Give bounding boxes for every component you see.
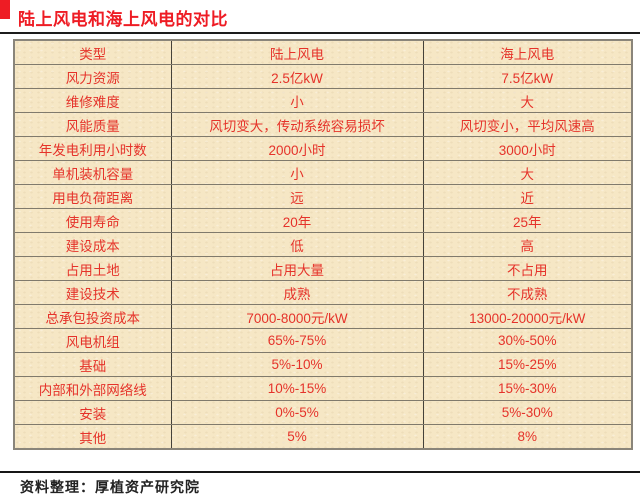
onshore-value-cell: 小 — [170, 160, 424, 185]
onshore-value-cell: 2000小时 — [170, 136, 424, 161]
onshore-value-cell: 65%-75% — [170, 328, 424, 353]
table-row: 风力资源 2.5亿kW 7.5亿kW — [13, 64, 633, 89]
onshore-value-cell: 0%-5% — [170, 400, 424, 425]
row-label-cell: 总承包投资成本 — [13, 304, 172, 329]
offshore-value-cell: 风切变小，平均风速高 — [422, 112, 633, 137]
row-label-cell: 用电负荷距离 — [13, 184, 172, 209]
row-label-cell: 安装 — [13, 400, 172, 425]
red-square-bullet-icon — [0, 0, 10, 19]
footer-divider — [0, 471, 640, 473]
offshore-value-cell: 13000-20000元/kW — [422, 304, 633, 329]
onshore-value-cell: 占用大量 — [170, 256, 424, 281]
offshore-value-cell: 大 — [422, 160, 633, 185]
onshore-value-cell: 10%-15% — [170, 376, 424, 401]
table-row: 占用土地 占用大量 不占用 — [13, 256, 633, 281]
header-cell-onshore: 陆上风电 — [170, 39, 424, 65]
onshore-value-cell: 20年 — [170, 208, 424, 233]
offshore-value-cell: 不成熟 — [422, 280, 633, 305]
onshore-value-cell: 成熟 — [170, 280, 424, 305]
row-label-cell: 内部和外部网络线 — [13, 376, 172, 401]
row-label-cell: 其他 — [13, 424, 172, 450]
table-row: 基础 5%-10% 15%-25% — [13, 352, 633, 377]
row-label-cell: 使用寿命 — [13, 208, 172, 233]
offshore-value-cell: 15%-30% — [422, 376, 633, 401]
page-title: 陆上风电和海上风电的对比 — [18, 10, 228, 29]
row-label-cell: 年发电利用小时数 — [13, 136, 172, 161]
row-label-cell: 风电机组 — [13, 328, 172, 353]
offshore-value-cell: 高 — [422, 232, 633, 257]
source-note: 资料整理：厚植资产研究院 — [20, 481, 200, 496]
table-row: 风电机组 65%-75% 30%-50% — [13, 328, 633, 353]
row-label-cell: 风能质量 — [13, 112, 172, 137]
row-label-cell: 建设成本 — [13, 232, 172, 257]
offshore-value-cell: 25年 — [422, 208, 633, 233]
onshore-value-cell: 远 — [170, 184, 424, 209]
table-row: 使用寿命 20年 25年 — [13, 208, 633, 233]
onshore-value-cell: 7000-8000元/kW — [170, 304, 424, 329]
offshore-value-cell: 7.5亿kW — [422, 64, 633, 89]
onshore-value-cell: 5% — [170, 424, 424, 450]
table-row: 用电负荷距离远近 — [13, 184, 633, 209]
table-row: 建设技术 成熟 不成熟 — [13, 280, 633, 305]
row-label-cell: 单机装机容量 — [13, 160, 172, 185]
table-row: 单机装机容量小大 — [13, 160, 633, 185]
table-row: 风能质量 风切变大，传动系统容易损坏 风切变小，平均风速高 — [13, 112, 633, 137]
header-cell-category: 类型 — [13, 39, 172, 65]
offshore-value-cell: 8% — [422, 424, 633, 450]
table-row: 年发电利用小时数 2000小时 3000小时 — [13, 136, 633, 161]
onshore-value-cell: 低 — [170, 232, 424, 257]
offshore-value-cell: 大 — [422, 88, 633, 113]
table-row: 维修难度小大 — [13, 88, 633, 113]
row-label-cell: 维修难度 — [13, 88, 172, 113]
table-row: 其他 5% 8% — [13, 424, 633, 450]
offshore-value-cell: 近 — [422, 184, 633, 209]
table-row: 建设成本低高 — [13, 232, 633, 257]
row-label-cell: 建设技术 — [13, 280, 172, 305]
onshore-value-cell: 2.5亿kW — [170, 64, 424, 89]
title-divider — [0, 32, 640, 34]
comparison-table: 类型 陆上风电 海上风电 风力资源 2.5亿kW 7.5亿kW 维修难度小大风能质量风… — [13, 39, 633, 450]
row-label-cell: 占用土地 — [13, 256, 172, 281]
table-row: 内部和外部网络线 10%-15% 15%-30% — [13, 376, 633, 401]
offshore-value-cell: 不占用 — [422, 256, 633, 281]
header-cell-offshore: 海上风电 — [422, 39, 633, 65]
offshore-value-cell: 3000小时 — [422, 136, 633, 161]
onshore-value-cell: 小 — [170, 88, 424, 113]
offshore-value-cell: 5%-30% — [422, 400, 633, 425]
offshore-value-cell: 30%-50% — [422, 328, 633, 353]
table-body: 风力资源 2.5亿kW 7.5亿kW 维修难度小大风能质量 风切变大，传动系统容易损坏风… — [13, 64, 633, 450]
onshore-value-cell: 5%-10% — [170, 352, 424, 377]
row-label-cell: 基础 — [13, 352, 172, 377]
table-header-row: 类型 陆上风电 海上风电 — [13, 39, 633, 65]
table-row: 安装 0%-5% 5%-30% — [13, 400, 633, 425]
offshore-value-cell: 15%-25% — [422, 352, 633, 377]
table-row: 总承包投资成本 7000-8000元/kW 13000-20000元/kW — [13, 304, 633, 329]
onshore-value-cell: 风切变大，传动系统容易损坏 — [170, 112, 424, 137]
row-label-cell: 风力资源 — [13, 64, 172, 89]
